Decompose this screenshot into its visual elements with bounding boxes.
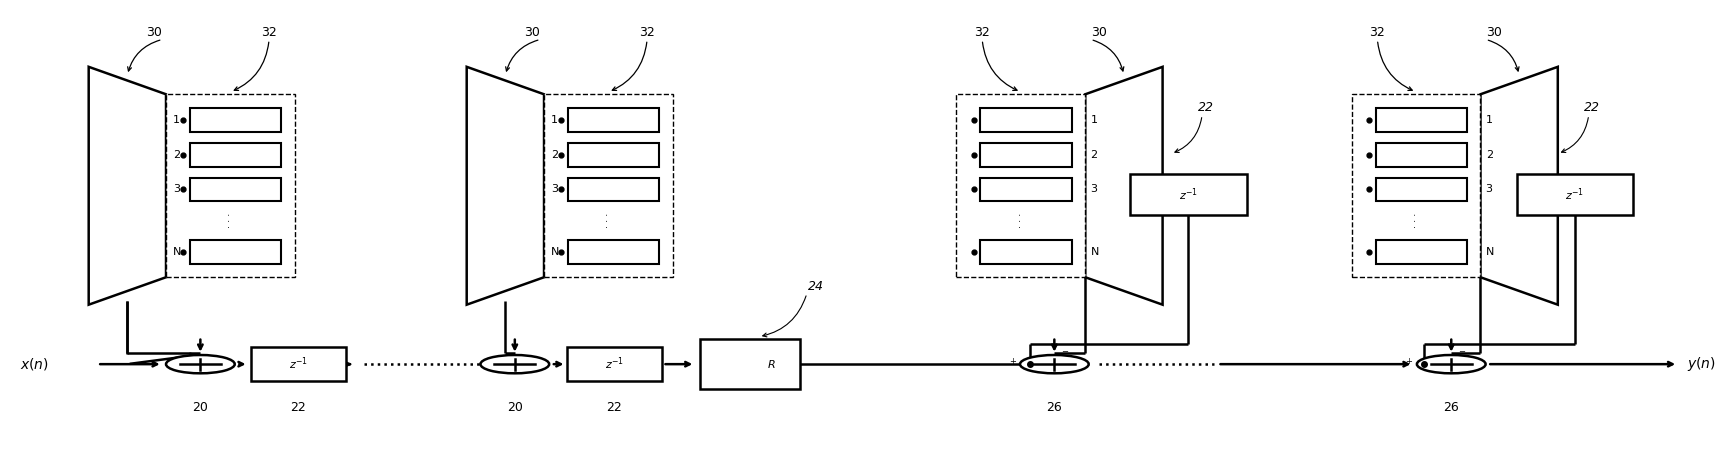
Text: 22: 22: [606, 401, 623, 414]
Bar: [190, 240, 281, 263]
Text: 3: 3: [173, 184, 180, 194]
Text: 1: 1: [173, 115, 180, 125]
Bar: [190, 177, 281, 201]
Bar: [701, 339, 801, 389]
Bar: [980, 240, 1072, 263]
Text: 1: 1: [1486, 115, 1493, 125]
Text: 1: 1: [551, 115, 557, 125]
Text: $z^{-1}$: $z^{-1}$: [1565, 187, 1584, 203]
Bar: [1376, 240, 1467, 263]
Text: $R$: $R$: [768, 358, 777, 370]
Text: $+$: $+$: [1008, 357, 1017, 366]
Text: 2: 2: [551, 150, 557, 160]
Circle shape: [1020, 355, 1089, 373]
Text: 24: 24: [808, 280, 823, 293]
Text: 32: 32: [973, 26, 991, 39]
Text: 32: 32: [639, 26, 654, 39]
Text: 1: 1: [1091, 115, 1098, 125]
Text: · · ·: · · ·: [604, 213, 613, 228]
Bar: [1376, 108, 1467, 132]
Bar: [980, 108, 1072, 132]
Text: 30: 30: [525, 26, 540, 39]
Text: 3: 3: [1091, 184, 1098, 194]
Text: 3: 3: [1486, 184, 1493, 194]
Text: 30: 30: [147, 26, 162, 39]
Text: · · ·: · · ·: [226, 213, 235, 228]
Bar: [1351, 94, 1481, 277]
Text: · · ·: · · ·: [1017, 213, 1025, 228]
Circle shape: [1417, 355, 1486, 373]
Text: $+$: $+$: [1405, 357, 1414, 366]
Text: 26: 26: [1046, 401, 1061, 414]
Text: 2: 2: [1486, 150, 1493, 160]
Text: 20: 20: [507, 401, 523, 414]
Bar: [1376, 143, 1467, 167]
Text: 2: 2: [1091, 150, 1098, 160]
Text: $z^{-1}$: $z^{-1}$: [1179, 187, 1198, 203]
Text: N: N: [173, 247, 181, 257]
Text: 30: 30: [1091, 26, 1106, 39]
Text: $z^{-1}$: $z^{-1}$: [288, 356, 307, 372]
Text: N: N: [1091, 247, 1099, 257]
Circle shape: [166, 355, 235, 373]
Text: 2: 2: [173, 150, 180, 160]
Bar: [568, 177, 659, 201]
Bar: [1131, 174, 1246, 215]
Text: $-$: $-$: [1457, 345, 1465, 354]
Text: · · ·: · · ·: [1412, 213, 1420, 228]
Bar: [1376, 177, 1467, 201]
Text: 22: 22: [1198, 101, 1213, 114]
Bar: [1517, 174, 1633, 215]
Bar: [568, 240, 659, 263]
Bar: [250, 347, 345, 382]
Text: $y(n)$: $y(n)$: [1686, 355, 1716, 373]
Bar: [980, 177, 1072, 201]
Bar: [568, 108, 659, 132]
Bar: [190, 108, 281, 132]
Text: 26: 26: [1443, 401, 1458, 414]
Text: 32: 32: [261, 26, 276, 39]
Polygon shape: [466, 67, 544, 305]
Text: $-$: $-$: [1060, 345, 1068, 354]
Text: 20: 20: [192, 401, 209, 414]
Polygon shape: [1481, 67, 1559, 305]
Polygon shape: [1086, 67, 1163, 305]
Bar: [544, 94, 673, 277]
Circle shape: [480, 355, 549, 373]
Text: 3: 3: [551, 184, 557, 194]
Text: 30: 30: [1486, 26, 1502, 39]
Text: $z^{-1}$: $z^{-1}$: [604, 356, 625, 372]
Text: N: N: [551, 247, 559, 257]
Bar: [190, 143, 281, 167]
Text: 32: 32: [1369, 26, 1386, 39]
Polygon shape: [88, 67, 166, 305]
Bar: [980, 143, 1072, 167]
Text: N: N: [1486, 247, 1495, 257]
Text: 22: 22: [290, 401, 306, 414]
Bar: [568, 347, 661, 382]
Bar: [956, 94, 1086, 277]
Bar: [568, 143, 659, 167]
Text: 22: 22: [1584, 101, 1600, 114]
Bar: [166, 94, 295, 277]
Text: $x(n)$: $x(n)$: [21, 356, 48, 372]
